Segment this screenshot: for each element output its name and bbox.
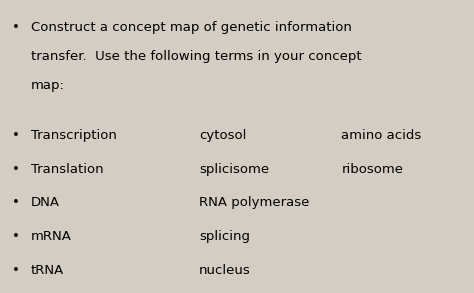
Text: mRNA: mRNA [31, 230, 72, 243]
Text: cytosol: cytosol [199, 129, 246, 142]
Text: •: • [12, 21, 20, 33]
Text: RNA polymerase: RNA polymerase [199, 196, 310, 209]
Text: •: • [12, 129, 20, 142]
Text: amino acids: amino acids [341, 129, 421, 142]
Text: DNA: DNA [31, 196, 60, 209]
Text: ribosome: ribosome [341, 163, 403, 176]
Text: splicisome: splicisome [199, 163, 269, 176]
Text: tRNA: tRNA [31, 264, 64, 277]
Text: Construct a concept map of genetic information: Construct a concept map of genetic infor… [31, 21, 352, 33]
Text: •: • [12, 230, 20, 243]
Text: Translation: Translation [31, 163, 103, 176]
Text: •: • [12, 163, 20, 176]
Text: transfer.  Use the following terms in your concept: transfer. Use the following terms in you… [31, 50, 362, 63]
Text: Transcription: Transcription [31, 129, 117, 142]
Text: •: • [12, 196, 20, 209]
Text: splicing: splicing [199, 230, 250, 243]
Text: nucleus: nucleus [199, 264, 251, 277]
Text: •: • [12, 264, 20, 277]
Text: map:: map: [31, 79, 64, 92]
